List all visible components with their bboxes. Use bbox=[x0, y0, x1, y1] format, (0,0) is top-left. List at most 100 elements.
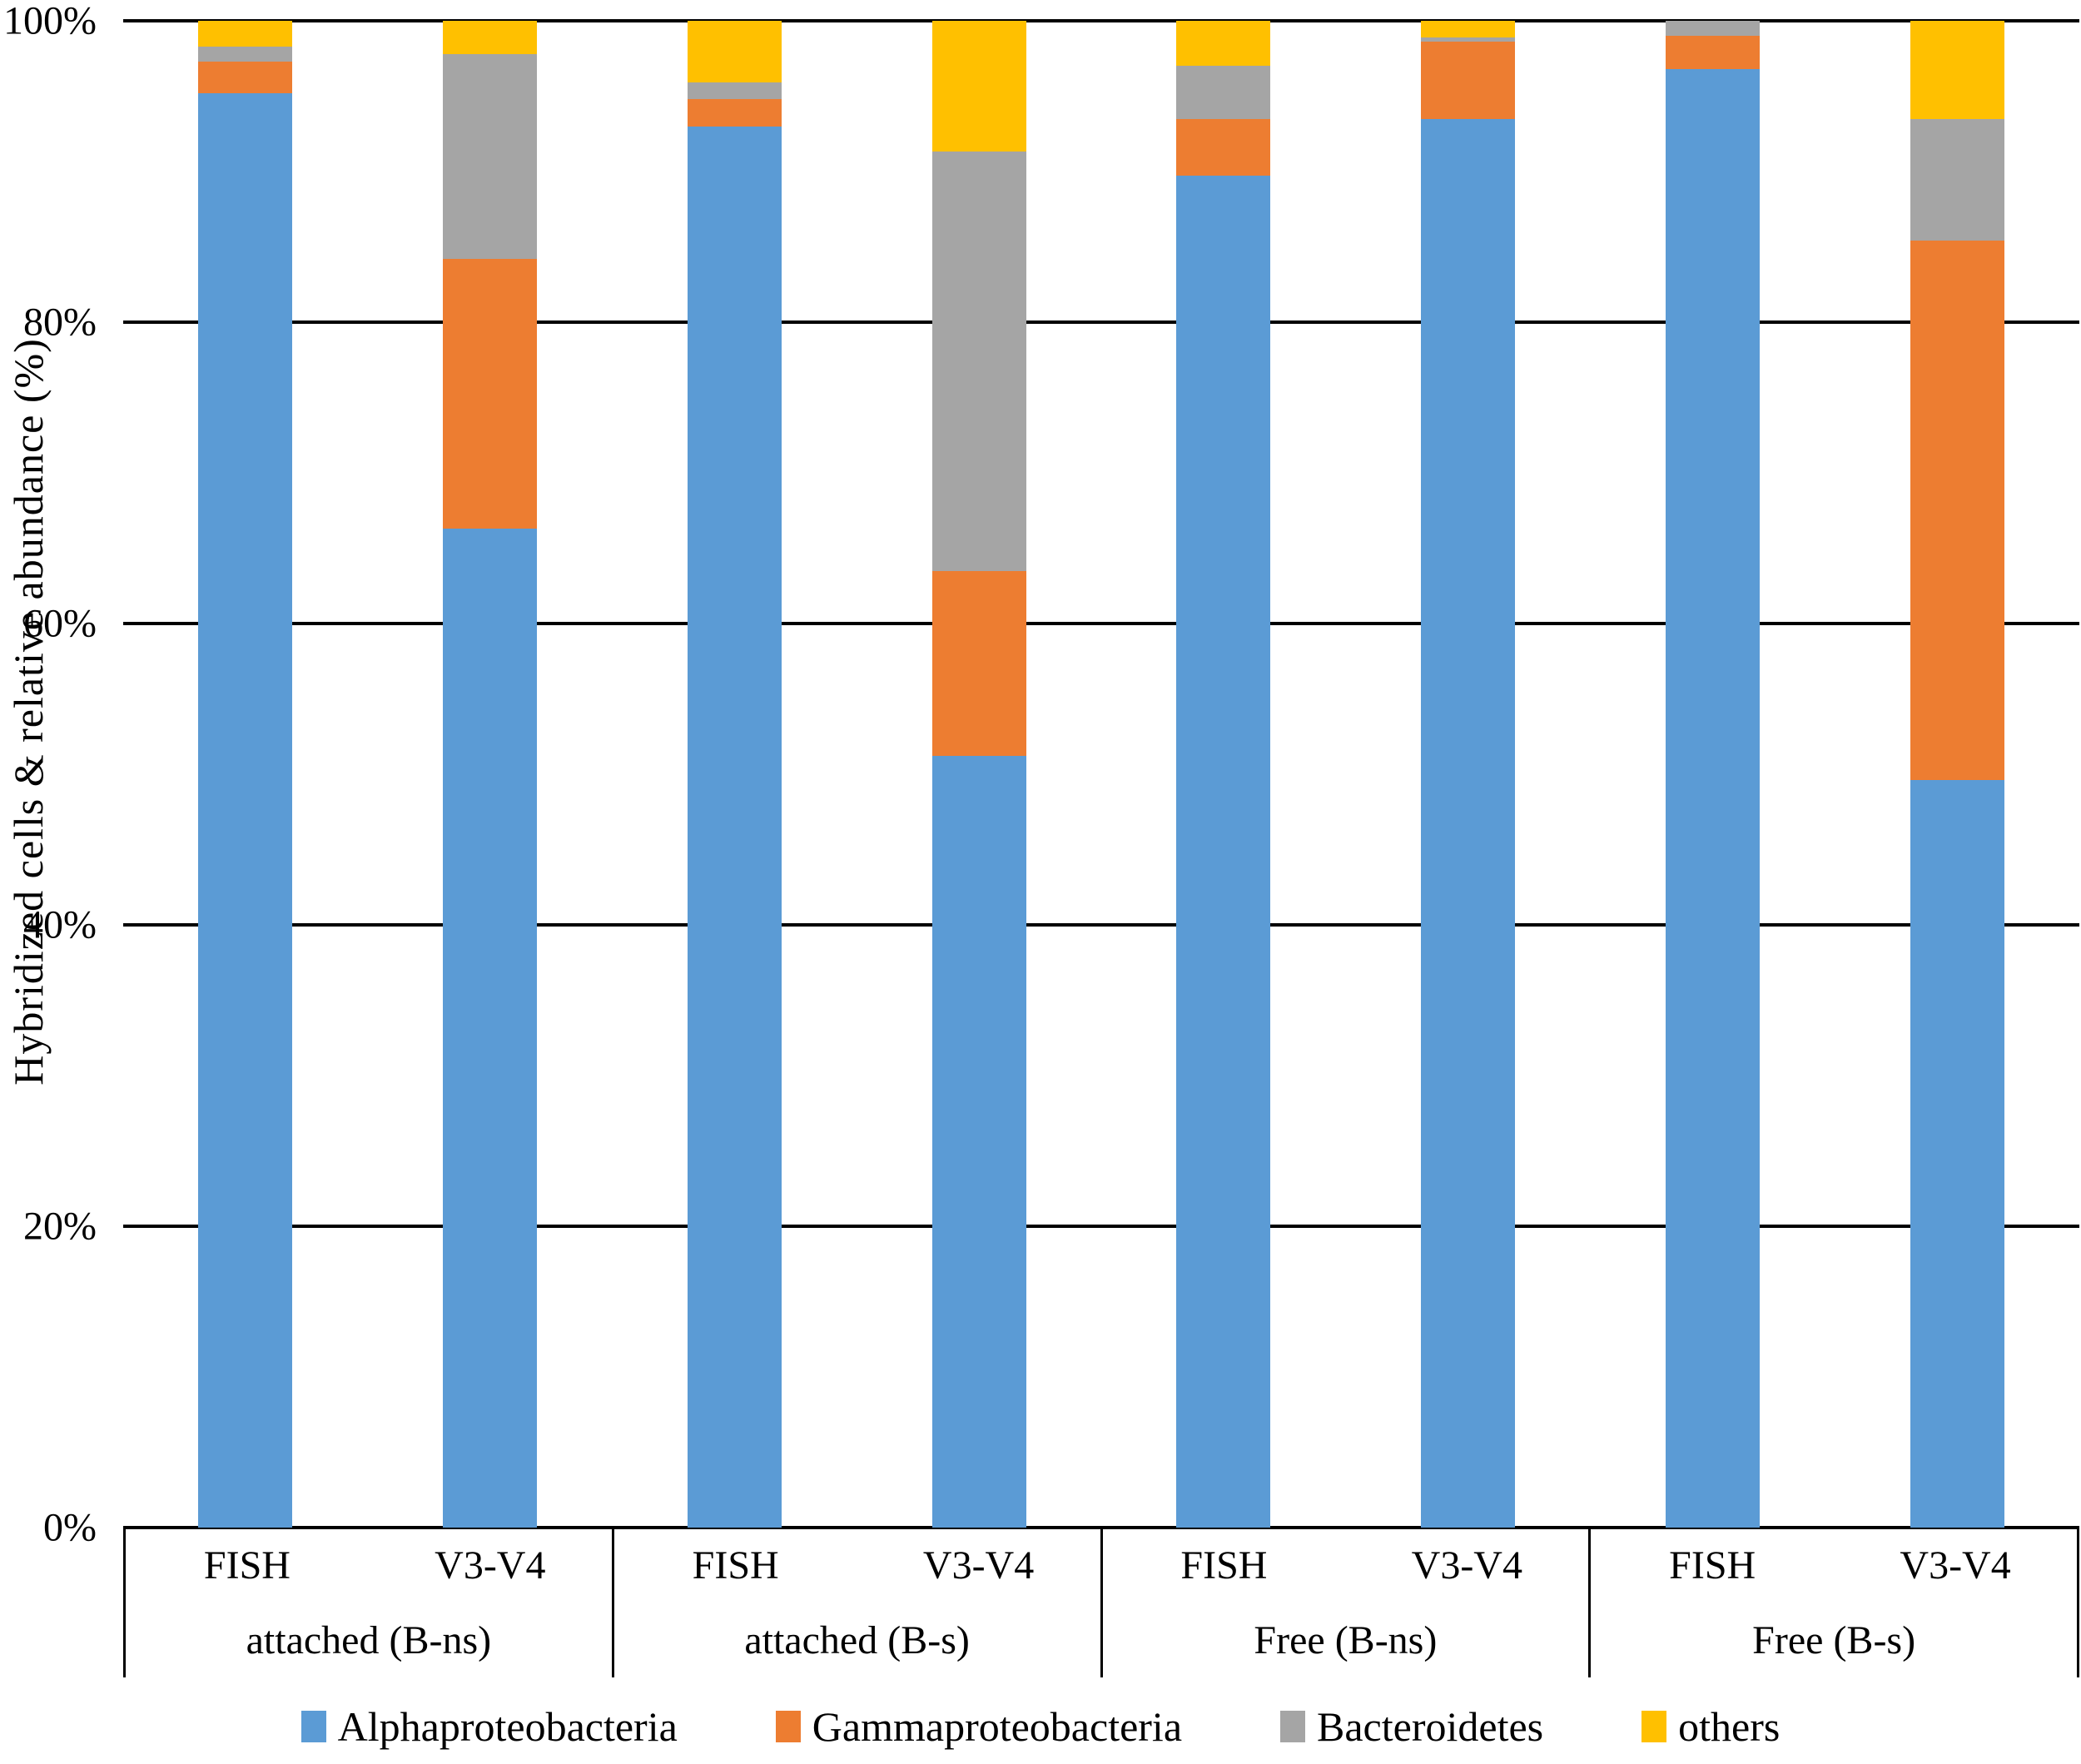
method-label-row: FISH V3-V4 bbox=[614, 1528, 1100, 1603]
bar-segment-others bbox=[198, 21, 293, 47]
bar-group bbox=[1101, 21, 1591, 1528]
bar-segment-bacteroidetes bbox=[1665, 21, 1760, 37]
bar-fish bbox=[687, 21, 782, 1528]
category-group-cell: FISH V3-V4 attached (B-s) bbox=[614, 1528, 1103, 1677]
bar-group bbox=[123, 21, 613, 1528]
bar-segment-gammaproteobacteria bbox=[931, 570, 1026, 757]
legend-item-others: others bbox=[1641, 1702, 1780, 1751]
bar-v3-v4 bbox=[931, 21, 1026, 1528]
bar-segment-alphaproteobacteria bbox=[198, 92, 293, 1528]
y-axis-tick-labels: 100% 80% 60% 40% 20% 0% bbox=[0, 0, 110, 1550]
bar-group bbox=[1591, 21, 2080, 1528]
method-label: V3-V4 bbox=[435, 1543, 546, 1588]
y-tick-label: 20% bbox=[23, 1204, 97, 1249]
group-label-row: Free (B-ns) bbox=[1103, 1603, 1589, 1677]
bar-fish bbox=[1665, 21, 1760, 1528]
bar-segment-bacteroidetes bbox=[1176, 66, 1271, 119]
legend-swatch-icon bbox=[300, 1711, 326, 1742]
bar-segment-alphaproteobacteria bbox=[1421, 118, 1516, 1528]
y-tick-label: 100% bbox=[3, 0, 97, 43]
bar-slot bbox=[1346, 21, 1591, 1528]
bar-segment-bacteroidetes bbox=[687, 82, 782, 100]
method-label: V3-V4 bbox=[922, 1543, 1035, 1588]
bar-segment-gammaproteobacteria bbox=[443, 259, 538, 529]
bar-segment-alphaproteobacteria bbox=[443, 528, 538, 1528]
method-label: FISH bbox=[203, 1543, 291, 1588]
bar-fish bbox=[1176, 21, 1271, 1528]
bar-slot bbox=[1835, 21, 2079, 1528]
bar-slot bbox=[1101, 21, 1346, 1528]
category-group-cell: FISH V3-V4 Free (B-ns) bbox=[1103, 1528, 1592, 1677]
bar-fish bbox=[198, 21, 293, 1528]
bar-group bbox=[613, 21, 1102, 1528]
gridline bbox=[123, 1225, 2079, 1228]
legend-item-alphaproteobacteria: Alphaproteobacteria bbox=[300, 1702, 678, 1751]
legend-swatch-icon bbox=[775, 1711, 801, 1742]
legend-item-gammaproteobacteria: Gammaproteobacteria bbox=[775, 1702, 1183, 1751]
bar-segment-bacteroidetes bbox=[198, 46, 293, 62]
legend-label: Gammaproteobacteria bbox=[812, 1703, 1183, 1750]
legend-label: Alphaproteobacteria bbox=[337, 1703, 678, 1750]
bar-slot bbox=[123, 21, 368, 1528]
group-label: Free (B-ns) bbox=[1254, 1617, 1438, 1662]
method-label-row: FISH V3-V4 bbox=[1103, 1528, 1589, 1603]
legend-label: others bbox=[1678, 1703, 1781, 1750]
bar-segment-bacteroidetes bbox=[1910, 118, 2004, 241]
bar-segment-gammaproteobacteria bbox=[1665, 36, 1760, 69]
bar-segment-alphaproteobacteria bbox=[1176, 176, 1271, 1528]
legend-item-bacteroidetes: Bacteroidetes bbox=[1280, 1702, 1543, 1751]
y-tick-label: 80% bbox=[23, 300, 97, 345]
legend: Alphaproteobacteria Gammaproteobacteria Ba… bbox=[0, 1697, 2081, 1757]
bar-slot bbox=[368, 21, 613, 1528]
y-tick-label: 60% bbox=[23, 601, 97, 646]
method-label: V3-V4 bbox=[1900, 1543, 2011, 1588]
bar-segment-alphaproteobacteria bbox=[1910, 780, 2004, 1528]
y-tick-label: 0% bbox=[43, 1505, 97, 1550]
bar-v3-v4 bbox=[443, 21, 538, 1528]
bar-segment-gammaproteobacteria bbox=[1176, 118, 1271, 176]
category-group-cell: FISH V3-V4 Free (B-s) bbox=[1591, 1528, 2077, 1677]
method-label-row: FISH V3-V4 bbox=[1591, 1528, 2077, 1603]
bar-segment-gammaproteobacteria bbox=[1910, 241, 2004, 781]
bar-slot bbox=[613, 21, 857, 1528]
y-tick-label: 40% bbox=[23, 902, 97, 947]
group-label: attached (B-ns) bbox=[246, 1617, 492, 1662]
bar-segment-alphaproteobacteria bbox=[1665, 68, 1760, 1528]
gridline bbox=[123, 321, 2079, 324]
method-label: FISH bbox=[1180, 1543, 1268, 1588]
bar-segment-bacteroidetes bbox=[1421, 37, 1516, 42]
legend-label: Bacteroidetes bbox=[1317, 1703, 1544, 1750]
bar-segment-others bbox=[1421, 21, 1516, 37]
bar-segment-gammaproteobacteria bbox=[687, 99, 782, 127]
method-label: V3-V4 bbox=[1411, 1543, 1522, 1588]
group-label-row: Free (B-s) bbox=[1591, 1603, 2077, 1677]
category-group-cell: FISH V3-V4 attached (B-ns) bbox=[126, 1528, 614, 1677]
bar-segment-bacteroidetes bbox=[443, 53, 538, 259]
bars-layer bbox=[123, 21, 2079, 1528]
bar-segment-alphaproteobacteria bbox=[687, 126, 782, 1528]
bar-slot bbox=[857, 21, 1101, 1528]
gridline bbox=[123, 19, 2079, 22]
bar-segment-gammaproteobacteria bbox=[1421, 42, 1516, 119]
bar-segment-others bbox=[443, 21, 538, 54]
group-label-row: attached (B-ns) bbox=[126, 1603, 612, 1677]
bar-segment-others bbox=[1910, 21, 2004, 119]
gridline bbox=[123, 923, 2079, 927]
group-label-row: attached (B-s) bbox=[614, 1603, 1100, 1677]
method-label: FISH bbox=[692, 1543, 779, 1588]
legend-swatch-icon bbox=[1641, 1711, 1667, 1742]
bar-v3-v4 bbox=[1910, 21, 2004, 1528]
method-label: FISH bbox=[1669, 1543, 1756, 1588]
bar-v3-v4 bbox=[1421, 21, 1516, 1528]
bar-segment-others bbox=[1176, 21, 1271, 67]
plot-area bbox=[123, 19, 2079, 1529]
bar-segment-bacteroidetes bbox=[931, 152, 1026, 571]
bar-segment-alphaproteobacteria bbox=[931, 756, 1026, 1528]
method-label-row: FISH V3-V4 bbox=[126, 1528, 612, 1603]
group-label: Free (B-s) bbox=[1752, 1617, 1916, 1662]
bar-slot bbox=[1591, 21, 1835, 1528]
gridline bbox=[123, 622, 2079, 625]
legend-swatch-icon bbox=[1280, 1711, 1306, 1742]
bar-segment-gammaproteobacteria bbox=[198, 61, 293, 93]
